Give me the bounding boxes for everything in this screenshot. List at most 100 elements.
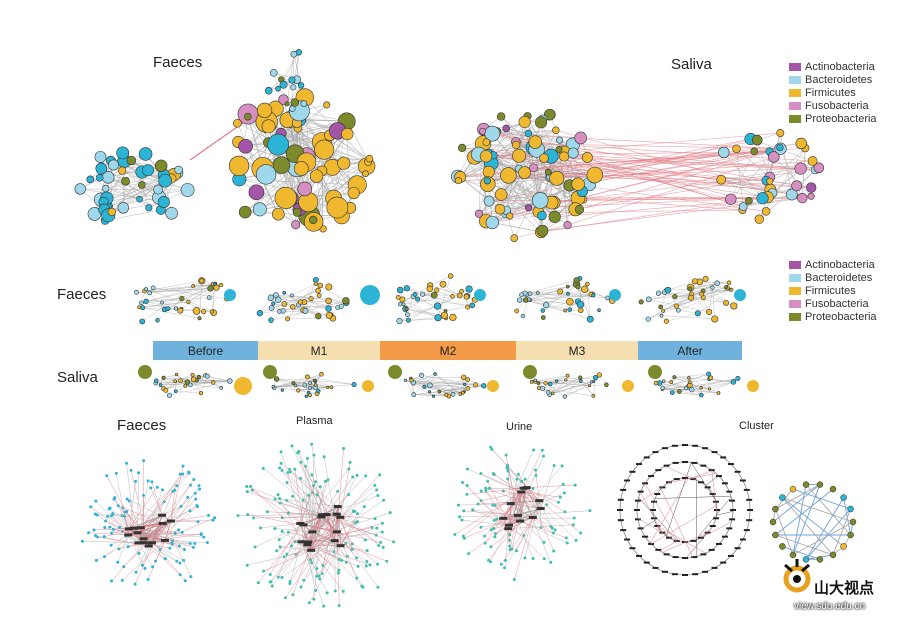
network-edge bbox=[149, 288, 211, 294]
network-node bbox=[224, 289, 236, 301]
network-edge bbox=[399, 305, 438, 322]
network-node bbox=[543, 381, 548, 386]
network-edge bbox=[296, 52, 300, 80]
network-edge bbox=[507, 488, 534, 529]
network-node bbox=[461, 374, 467, 380]
network-edge bbox=[466, 487, 524, 495]
network-node bbox=[296, 521, 305, 525]
network-node bbox=[268, 317, 274, 323]
network-edge bbox=[141, 302, 181, 311]
network-node bbox=[458, 515, 462, 519]
network-node bbox=[573, 483, 577, 487]
network-node bbox=[699, 291, 704, 297]
network-node bbox=[255, 164, 277, 185]
network-node bbox=[591, 293, 596, 298]
network-edge bbox=[124, 516, 130, 529]
network-node bbox=[516, 519, 525, 523]
network-edge bbox=[662, 373, 709, 389]
network-node bbox=[211, 518, 215, 522]
network-edge bbox=[96, 520, 172, 561]
network-node bbox=[197, 316, 202, 321]
network-node bbox=[489, 560, 493, 564]
network-node bbox=[94, 151, 107, 163]
network-edge bbox=[295, 374, 322, 386]
network-edge bbox=[307, 511, 355, 545]
network-node bbox=[528, 515, 537, 519]
network-node bbox=[323, 101, 331, 109]
network-edge bbox=[105, 209, 161, 221]
network-node bbox=[278, 545, 282, 549]
network-node bbox=[499, 516, 508, 520]
network-edge bbox=[792, 484, 821, 556]
legend-label: Proteobacteria bbox=[805, 112, 877, 125]
network-edge bbox=[307, 523, 383, 545]
network-node bbox=[290, 98, 300, 107]
network-node bbox=[537, 210, 547, 221]
legend-swatch bbox=[789, 101, 801, 110]
network-edge bbox=[526, 487, 554, 552]
network-edge bbox=[278, 523, 301, 578]
network-node bbox=[483, 195, 495, 207]
network-node bbox=[687, 286, 693, 292]
network-node bbox=[143, 566, 147, 570]
network-node bbox=[493, 532, 497, 536]
network-node bbox=[163, 388, 169, 393]
network-node bbox=[147, 541, 156, 545]
network-node bbox=[186, 495, 190, 499]
network-node bbox=[316, 293, 322, 298]
network-edge bbox=[772, 484, 821, 523]
network-node bbox=[571, 177, 585, 191]
network-edge bbox=[104, 523, 163, 537]
network-node bbox=[388, 365, 402, 379]
network-node bbox=[256, 581, 260, 585]
network-node bbox=[302, 382, 308, 388]
network-edge bbox=[805, 497, 845, 560]
network-node bbox=[572, 516, 576, 520]
network-node bbox=[134, 570, 138, 574]
network-edge bbox=[716, 511, 734, 516]
network-edge bbox=[82, 540, 139, 544]
network-node bbox=[617, 519, 624, 522]
network-edge bbox=[293, 380, 316, 384]
network-node bbox=[136, 526, 145, 530]
network-node bbox=[297, 181, 313, 197]
network-edge bbox=[139, 307, 200, 319]
network-edge bbox=[667, 288, 691, 291]
network-node bbox=[567, 307, 573, 312]
network-node bbox=[199, 278, 205, 284]
network-edge bbox=[564, 385, 590, 397]
network-edge bbox=[483, 129, 744, 207]
network-node bbox=[687, 376, 691, 380]
network-edge bbox=[701, 381, 734, 396]
network-edge bbox=[334, 511, 354, 541]
network-edge bbox=[564, 132, 781, 152]
network-node bbox=[411, 392, 417, 398]
network-edge bbox=[567, 375, 590, 386]
network-node bbox=[682, 574, 688, 576]
network-node bbox=[118, 525, 122, 529]
network-edge bbox=[709, 378, 734, 383]
network-edge bbox=[277, 494, 302, 542]
network-node bbox=[562, 491, 566, 495]
network-node bbox=[720, 456, 727, 459]
network-node bbox=[317, 515, 326, 519]
network-edge bbox=[437, 275, 451, 318]
network-node bbox=[516, 297, 523, 303]
network-node bbox=[179, 504, 183, 508]
network-edge bbox=[490, 133, 529, 164]
network-node bbox=[433, 372, 437, 376]
network-edge bbox=[247, 491, 322, 518]
network-node bbox=[588, 384, 592, 388]
network-node bbox=[482, 138, 491, 147]
network-node bbox=[660, 385, 665, 391]
network-node bbox=[154, 159, 168, 173]
network-node bbox=[106, 514, 110, 518]
network-edge bbox=[299, 499, 304, 524]
network-node bbox=[182, 548, 186, 552]
network-node bbox=[648, 475, 655, 478]
network-node bbox=[310, 561, 314, 565]
network-node bbox=[426, 285, 433, 293]
network-edge bbox=[551, 155, 731, 200]
timeline-segment-m2: M2 bbox=[380, 341, 516, 360]
network-edge bbox=[564, 381, 594, 397]
